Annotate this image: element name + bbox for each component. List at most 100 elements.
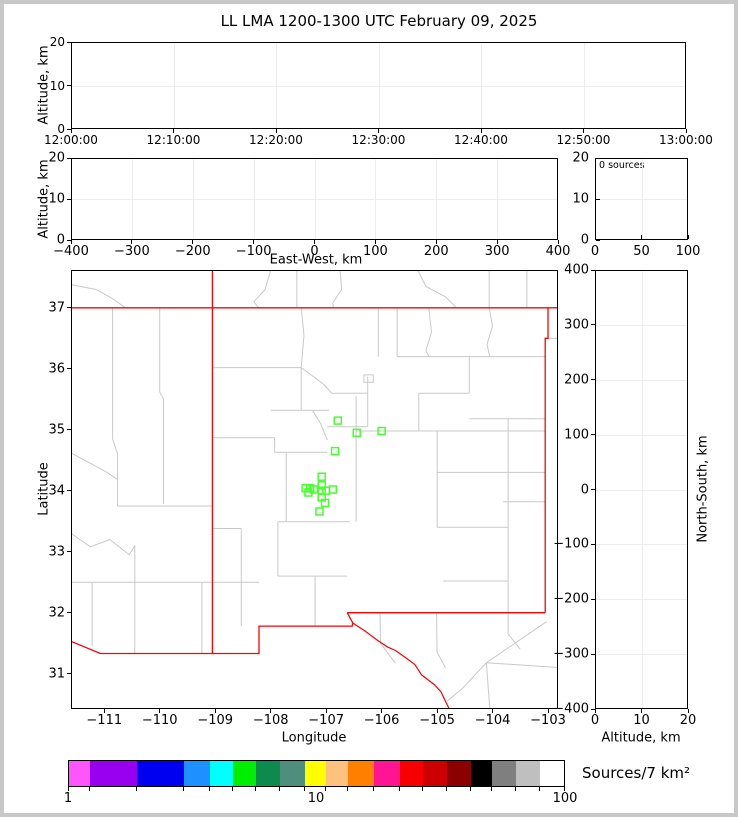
rio-grande-line: [352, 622, 450, 709]
lma-station-marker: [377, 426, 386, 436]
gridline: [596, 599, 687, 601]
figure-title: LL LMA 1200-1300 UTC February 09, 2025: [220, 12, 538, 30]
y-tick-label: 400: [564, 262, 589, 278]
county-line: [486, 662, 558, 668]
gridline: [596, 324, 687, 326]
x-tick: [253, 240, 255, 244]
x-tick-label: −400: [53, 244, 89, 259]
colorbar-segment: [232, 761, 256, 786]
y-tick: [67, 198, 71, 200]
y-tick-label: 10: [572, 191, 589, 207]
lma-station-marker: [352, 428, 361, 438]
y-tick-label: −300: [553, 646, 589, 662]
x-tick-label: −300: [114, 244, 150, 259]
y-tick: [591, 543, 595, 545]
y-tick: [591, 434, 595, 436]
county-line: [71, 532, 136, 556]
lma-station-marker: [317, 480, 326, 490]
y-tick: [591, 324, 595, 326]
x-tick: [685, 129, 687, 133]
y-tick: [596, 198, 600, 200]
x-tick-label: 0: [590, 244, 600, 259]
x-tick: [436, 709, 438, 713]
figure-canvas: [4, 4, 734, 813]
x-tick-label: 0: [310, 244, 319, 259]
county-line: [159, 307, 165, 505]
y-tick-label: 36: [48, 361, 65, 377]
y-tick-label: 0: [57, 122, 65, 136]
x-tick: [374, 240, 376, 244]
x-tick: [641, 709, 642, 713]
x-tick: [381, 709, 383, 713]
x-tick: [103, 709, 105, 713]
county-line: [486, 621, 547, 664]
y-tick-label: 300: [564, 317, 589, 333]
colorbar-segment: [209, 761, 233, 786]
x-tick-label: −100: [235, 244, 272, 259]
x-tick-label: 12:30:00: [351, 133, 406, 147]
x-tick-label: 0: [590, 713, 600, 728]
y-tick-label: −400: [553, 701, 589, 717]
y-tick-label: 20: [572, 150, 589, 166]
y-tick: [67, 41, 71, 43]
y-tick-label: 0: [580, 232, 589, 248]
y-tick: [596, 157, 600, 159]
x-tick: [192, 240, 194, 244]
alt-time-panel: [71, 42, 686, 129]
x-tick: [496, 240, 498, 244]
lma-station-marker: [321, 486, 331, 495]
colorbar-segment: [279, 761, 305, 786]
gridline: [596, 489, 687, 491]
county-line: [300, 307, 305, 411]
state-border-line: [544, 307, 549, 613]
lma-station-marker: [330, 446, 340, 456]
colorbar-segment: [304, 761, 327, 786]
x-tick: [378, 129, 379, 133]
x-tick: [435, 240, 437, 244]
gridline: [596, 199, 687, 200]
y-tick-label: 0: [56, 232, 65, 248]
colorbar-tick-100: 100: [552, 791, 578, 806]
x-tick-label: −110: [141, 713, 178, 728]
y-tick-label: 35: [48, 422, 65, 438]
lma-station-marker: [333, 416, 343, 425]
map-basemap: [71, 270, 558, 709]
county-line: [300, 367, 368, 394]
map-panel-xlabel: Longitude: [281, 730, 347, 746]
y-tick-label: 34: [48, 483, 65, 499]
county-line: [332, 270, 343, 308]
gridline: [596, 434, 687, 436]
colorbar-boundary-tick: [208, 787, 210, 791]
x-tick: [159, 709, 161, 713]
colorbar-boundary-tick: [515, 787, 517, 791]
colorbar-segment: [471, 761, 493, 786]
x-tick: [583, 129, 584, 133]
x-tick: [641, 235, 642, 239]
x-tick: [214, 709, 216, 713]
gridline: [72, 199, 557, 200]
y-tick: [67, 673, 71, 675]
lma-station-marker: [304, 488, 313, 497]
colorbar-end-tick: [564, 787, 565, 791]
lma-station-marker: [315, 507, 324, 516]
colorbar-boundary-tick: [278, 787, 280, 791]
colorbar-boundary-tick: [539, 787, 541, 791]
x-tick-label: 200: [423, 244, 449, 259]
x-tick-label: 20: [679, 713, 697, 728]
county-line: [71, 452, 118, 481]
colorbar-segment: [255, 761, 280, 786]
ns-panel-ylabel: North-South, km: [695, 435, 711, 543]
x-tick-label: 12:40:00: [454, 133, 508, 147]
colorbar-segment: [326, 761, 349, 786]
y-tick-label: −100: [553, 536, 589, 552]
x-tick: [687, 235, 689, 239]
y-tick-label: 20: [48, 150, 65, 166]
county-line: [436, 612, 446, 668]
colorbar-boundary-tick: [373, 787, 375, 791]
county-line: [417, 270, 457, 309]
y-tick: [67, 307, 71, 309]
gridline: [72, 85, 685, 87]
colorbar-segment: [540, 761, 565, 786]
x-tick: [70, 240, 72, 244]
y-tick-label: 100: [564, 427, 589, 443]
